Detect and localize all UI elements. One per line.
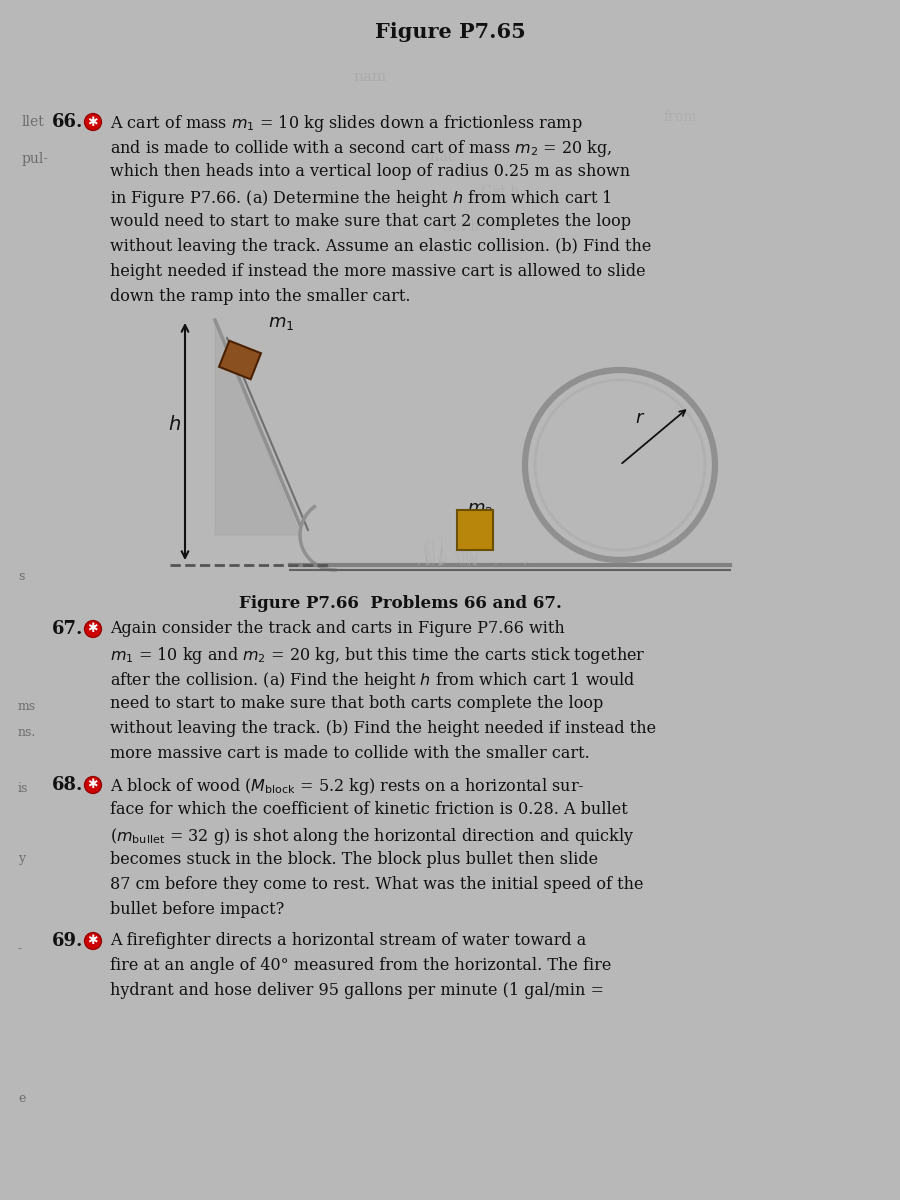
Text: s: s: [18, 570, 24, 583]
Text: without leaving the track. Assume an elastic collision. (b) Find the: without leaving the track. Assume an ela…: [110, 238, 652, 254]
Text: from: from: [663, 110, 697, 124]
Text: ns.: ns.: [18, 726, 36, 739]
Text: fire at an angle of 40° measured from the horizontal. The fire: fire at an angle of 40° measured from th…: [110, 958, 611, 974]
Text: is: is: [18, 782, 29, 794]
FancyBboxPatch shape: [219, 341, 261, 379]
Text: need to start to make sure that both carts complete the loop: need to start to make sure that both car…: [110, 695, 603, 712]
Text: $m_1$ = 10 kg and $m_2$ = 20 kg, but this time the carts stick together: $m_1$ = 10 kg and $m_2$ = 20 kg, but thi…: [110, 646, 645, 666]
Text: would need to start to make sure that cart 2 completes the loop: would need to start to make sure that ca…: [110, 214, 631, 230]
Text: down the ramp into the smaller cart.: down the ramp into the smaller cart.: [110, 288, 410, 305]
Text: A firefighter directs a horizontal stream of water toward a: A firefighter directs a horizontal strea…: [110, 932, 586, 949]
Text: ✱: ✱: [87, 623, 98, 636]
Text: in Figure P7.66. (a) Determine the height $h$ from which cart 1: in Figure P7.66. (a) Determine the heigh…: [110, 188, 612, 209]
Text: which then heads into a vertical loop of radius 0.25 m as shown: which then heads into a vertical loop of…: [110, 163, 630, 180]
Text: A block of wood ($M_{\rm block}$ = 5.2 kg) rests on a horizontal sur-: A block of wood ($M_{\rm block}$ = 5.2 k…: [110, 776, 584, 797]
Circle shape: [85, 932, 102, 949]
Text: pul-: pul-: [22, 152, 50, 166]
Text: 68.: 68.: [52, 776, 84, 794]
Text: ms: ms: [18, 700, 36, 713]
Text: 67.: 67.: [52, 620, 84, 638]
Text: $r$: $r$: [634, 409, 645, 427]
Text: -: -: [18, 942, 22, 955]
Text: nam: nam: [354, 70, 387, 84]
Text: and is made to collide with a second cart of mass $m_2$ = 20 kg,: and is made to collide with a second car…: [110, 138, 612, 158]
Text: $m_1$: $m_1$: [268, 314, 294, 332]
FancyBboxPatch shape: [457, 510, 493, 550]
Text: 66.: 66.: [52, 113, 84, 131]
Text: Figure P7.66  Problems 66 and 67.: Figure P7.66 Problems 66 and 67.: [238, 595, 562, 612]
Text: ✱: ✱: [87, 779, 98, 792]
Text: bullet before impact?: bullet before impact?: [110, 901, 284, 918]
Text: Get h: Get h: [441, 220, 479, 234]
Text: llet: llet: [22, 115, 45, 128]
Circle shape: [85, 620, 102, 637]
Text: ✱: ✱: [87, 115, 98, 128]
Text: hydrant and hose deliver 95 gallons per minute (1 gal/min =: hydrant and hose deliver 95 gallons per …: [110, 982, 604, 998]
Text: that: that: [426, 150, 454, 164]
Text: A cart of mass $m_1$ = 10 kg slides down a frictionless ramp: A cart of mass $m_1$ = 10 kg slides down…: [110, 113, 582, 134]
Text: Get h: Get h: [481, 185, 519, 199]
Text: more massive cart is made to collide with the smaller cart.: more massive cart is made to collide wit…: [110, 745, 590, 762]
Text: becomes stuck in the block. The block plus bullet then slide: becomes stuck in the block. The block pl…: [110, 851, 598, 868]
Polygon shape: [215, 320, 300, 535]
Text: Figure P7.65: Figure P7.65: [374, 22, 526, 42]
Text: 69.: 69.: [52, 932, 84, 950]
Text: y: y: [18, 852, 25, 865]
Text: height needed if instead the more massive cart is allowed to slide: height needed if instead the more massiv…: [110, 263, 645, 280]
Text: without leaving the track. (b) Find the height needed if instead the: without leaving the track. (b) Find the …: [110, 720, 656, 737]
Text: ($m_{\rm bullet}$ = 32 g) is shot along the horizontal direction and quickly: ($m_{\rm bullet}$ = 32 g) is shot along …: [110, 826, 634, 847]
Text: Again consider the track and carts in Figure P7.66 with: Again consider the track and carts in Fi…: [110, 620, 565, 637]
Circle shape: [85, 114, 102, 131]
Circle shape: [85, 776, 102, 793]
Text: 87 cm before they come to rest. What was the initial speed of the: 87 cm before they come to rest. What was…: [110, 876, 643, 893]
Text: $m_2$: $m_2$: [467, 500, 493, 518]
Text: ✱: ✱: [87, 935, 98, 948]
Text: face for which the coefficient of kinetic friction is 0.28. A bullet: face for which the coefficient of kineti…: [110, 802, 628, 818]
Text: $h$: $h$: [168, 415, 182, 434]
Text: after the collision. (a) Find the height $h$ from which cart 1 would: after the collision. (a) Find the height…: [110, 670, 635, 691]
Text: e: e: [18, 1092, 25, 1105]
